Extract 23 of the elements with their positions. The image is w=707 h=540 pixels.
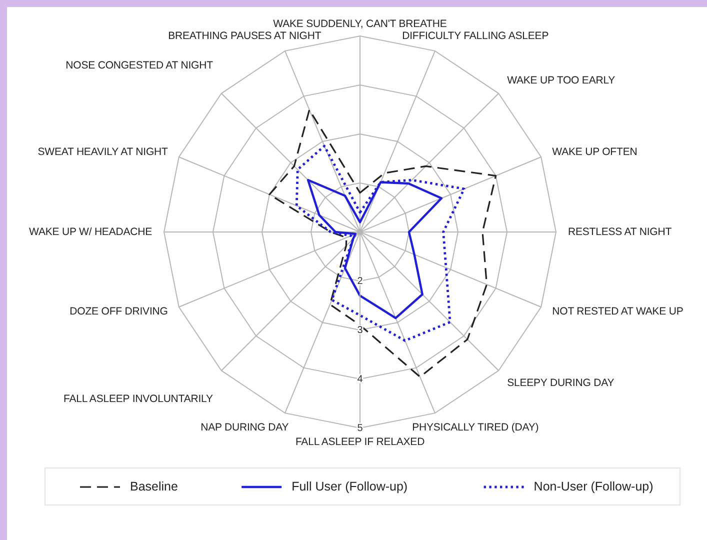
legend-label: Baseline	[130, 479, 178, 494]
y-tick-label: 4	[357, 374, 364, 386]
y-tick-label: 3	[357, 325, 364, 336]
legend-label: Full User (Follow-up)	[292, 479, 408, 494]
legend-label: Non-User (Follow-up)	[534, 479, 654, 494]
spoke-label: SWEAT HEAVILY AT NIGHT	[38, 146, 169, 158]
spoke-label: NOSE CONGESTED AT NIGHT	[66, 59, 214, 72]
spoke-label: NAP DURING DAY	[200, 422, 289, 434]
spoke-label: WAKE UP TOO EARLY	[507, 74, 616, 86]
spoke-label: WAKE UP OFTEN	[552, 146, 638, 158]
spoke-label: NOT RESTED AT WAKE UP	[552, 305, 684, 318]
spoke-label: BREATHING PAUSES AT NIGHT	[168, 30, 322, 42]
spoke-label: DOZE OFF DRIVING	[70, 305, 168, 318]
spoke-label: SLEEPY DURING DAY	[507, 376, 614, 389]
spoke-label: FALL ASLEEP IF RELAXED	[295, 436, 426, 448]
y-tick-label: 5	[357, 423, 364, 434]
spoke-label: WAKE UP W/ HEADACHE	[29, 226, 152, 238]
spoke-label: FALL ASLEEP INVOLUNTARILY	[63, 392, 214, 405]
y-tick-label: 2	[357, 276, 364, 288]
spoke-label: RESTLESS AT NIGHT	[568, 226, 672, 238]
spoke-label: PHYSICALLY TIRED (DAY)	[412, 422, 539, 434]
spoke-label: DIFFICULTY FALLING ASLEEP	[402, 30, 549, 42]
spoke-label: WAKE SUDDENLY, CAN'T BREATHE	[273, 18, 447, 30]
